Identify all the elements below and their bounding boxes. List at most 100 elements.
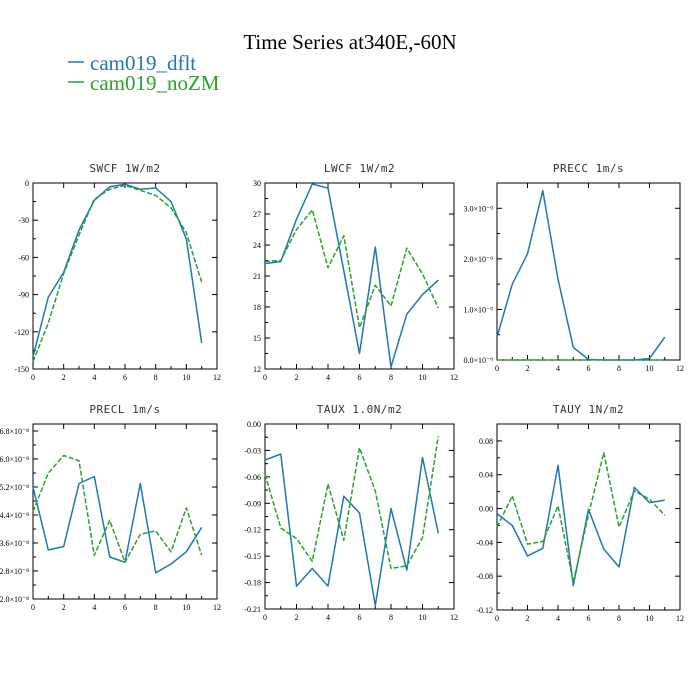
chart-panel-5: TAUY 1N/m2 0 2 4 6 8 10 12 -0.12 -0.08 -0.04 0.00 0.… <box>476 403 684 623</box>
x-tick-label: 12 <box>676 364 684 373</box>
x-tick-label: 2 <box>526 364 530 373</box>
y-tick-label: 3.0×10⁻⁹ <box>463 204 493 213</box>
x-tick-label: 8 <box>389 373 393 382</box>
x-tick-label: 4 <box>556 364 560 373</box>
x-tick-label: 12 <box>676 614 684 623</box>
y-tick-label: -0.09 <box>244 499 261 508</box>
y-tick-label: 21 <box>253 272 261 281</box>
x-tick-label: 2 <box>62 603 66 612</box>
legend: cam019_dflt cam019_noZM <box>68 51 220 95</box>
panel-title: PRECC 1m/s <box>553 162 624 175</box>
x-tick-label: 10 <box>419 373 427 382</box>
x-tick-label: 2 <box>526 614 530 623</box>
panel-title: LWCF 1W/m2 <box>324 162 395 175</box>
x-tick-label: 6 <box>358 613 362 622</box>
y-tick-label: -0.08 <box>476 572 493 581</box>
series-line-cam019_noZM <box>496 451 666 583</box>
x-tick-label: 0 <box>495 364 499 373</box>
x-tick-label: 2 <box>295 613 299 622</box>
x-tick-label: 12 <box>450 373 458 382</box>
y-tick-label: -0.15 <box>244 552 261 561</box>
x-tick-label: 6 <box>587 364 591 373</box>
plot-frame <box>496 182 681 361</box>
x-tick-label: 8 <box>154 373 158 382</box>
y-tick-label: 4.4×10⁻⁸ <box>0 511 29 520</box>
y-tick-label: 15 <box>253 334 261 343</box>
y-tick-label: 30 <box>253 179 261 188</box>
series-line-cam019_dflt <box>264 453 440 607</box>
panel-title: PRECL 1m/s <box>89 403 160 416</box>
y-tick-label: 2.8×10⁻⁸ <box>0 567 29 576</box>
x-tick-label: 12 <box>213 373 221 382</box>
y-tick-label: 6.8×10⁻⁸ <box>0 427 29 436</box>
x-tick-label: 0 <box>31 373 35 382</box>
x-tick-label: 12 <box>213 603 221 612</box>
series-line-cam019_dflt <box>264 183 439 368</box>
x-tick-label: 10 <box>646 364 654 373</box>
x-tick-label: 12 <box>450 613 458 622</box>
y-tick-label: 6.0×10⁻⁸ <box>0 455 29 464</box>
x-tick-label: 10 <box>419 613 427 622</box>
figure-title: Time Series at340E,-60N <box>243 30 456 54</box>
chart-panel-0: SWCF 1W/m2 0 2 4 6 8 10 12 -150 -120 -90 -60 -30 0 <box>14 162 221 382</box>
series-line-cam019_noZM <box>32 454 203 564</box>
y-tick-label: 0.08 <box>479 437 493 446</box>
y-tick-label: -0.21 <box>244 605 261 614</box>
x-tick-label: 0 <box>495 614 499 623</box>
x-tick-label: 4 <box>92 603 96 612</box>
x-tick-label: 4 <box>326 373 330 382</box>
chart-panel-2: PRECC 1m/s 0 2 4 6 8 10 12 0.0×10⁻⁹ 1.0×10⁻⁹ 2.0×1… <box>463 162 684 373</box>
x-tick-label: 8 <box>617 364 621 373</box>
y-tick-label: -30 <box>18 216 29 225</box>
y-tick-label: 27 <box>253 210 261 219</box>
y-tick-label: -0.18 <box>244 579 261 588</box>
y-tick-label: 24 <box>253 241 261 250</box>
series-line-cam019_noZM <box>264 209 439 329</box>
chart-panel-3: PRECL 1m/s 0 2 4 6 8 10 12 2.0×10⁻⁸ 2.8×10⁻⁸ 3.6×1… <box>0 403 221 612</box>
x-tick-label: 6 <box>587 614 591 623</box>
x-tick-label: 10 <box>182 373 190 382</box>
x-tick-label: 10 <box>646 614 654 623</box>
y-tick-label: 3.6×10⁻⁸ <box>0 539 29 548</box>
plot-frame <box>264 182 455 370</box>
panel-title: TAUY 1N/m2 <box>553 403 624 416</box>
y-tick-label: 12 <box>253 365 261 374</box>
y-tick-label: 0.00 <box>247 420 261 429</box>
x-tick-label: 6 <box>123 373 127 382</box>
x-tick-label: 0 <box>31 603 35 612</box>
y-tick-label: 0.00 <box>479 505 493 514</box>
x-tick-label: 4 <box>556 614 560 623</box>
panels: SWCF 1W/m20 2 4 6 8 10 12-150-120-90-60-300LWC… <box>0 162 684 623</box>
series-line-cam019_dflt <box>32 183 203 357</box>
x-tick-label: 8 <box>154 603 158 612</box>
x-tick-label: 8 <box>617 614 621 623</box>
x-tick-label: 0 <box>263 613 267 622</box>
y-tick-label: -0.12 <box>476 606 493 615</box>
series-line-cam019_dflt <box>496 189 666 361</box>
x-tick-label: 6 <box>123 603 127 612</box>
y-tick-label: -0.12 <box>244 526 261 535</box>
plot-frame <box>32 423 218 600</box>
y-tick-label: -90 <box>18 291 29 300</box>
series-line-cam019_noZM <box>264 436 440 570</box>
series-line-cam019_dflt <box>32 475 203 574</box>
x-tick-label: 4 <box>92 373 96 382</box>
x-tick-label: 4 <box>326 613 330 622</box>
legend-label-dflt: cam019_dflt <box>90 51 196 75</box>
chart-panel-4: TAUX 1.0N/m2 0 2 4 6 8 10 12 -0.21 -0.18 -0.15 -0.1… <box>244 403 458 622</box>
x-tick-label: 2 <box>62 373 66 382</box>
legend-label-nozm: cam019_noZM <box>90 71 220 95</box>
y-tick-label: 1.0×10⁻⁹ <box>463 305 493 314</box>
y-tick-label: -150 <box>14 365 29 374</box>
x-tick-label: 0 <box>263 373 267 382</box>
y-tick-label: -0.04 <box>476 538 493 547</box>
y-tick-label: -120 <box>14 328 29 337</box>
y-tick-label: 2.0×10⁻⁹ <box>463 255 493 264</box>
x-tick-label: 10 <box>182 603 190 612</box>
y-tick-label: 18 <box>253 303 261 312</box>
y-tick-label: 2.0×10⁻⁸ <box>0 595 29 604</box>
series-line-cam019_noZM <box>32 184 203 362</box>
panel-title: SWCF 1W/m2 <box>89 162 160 175</box>
